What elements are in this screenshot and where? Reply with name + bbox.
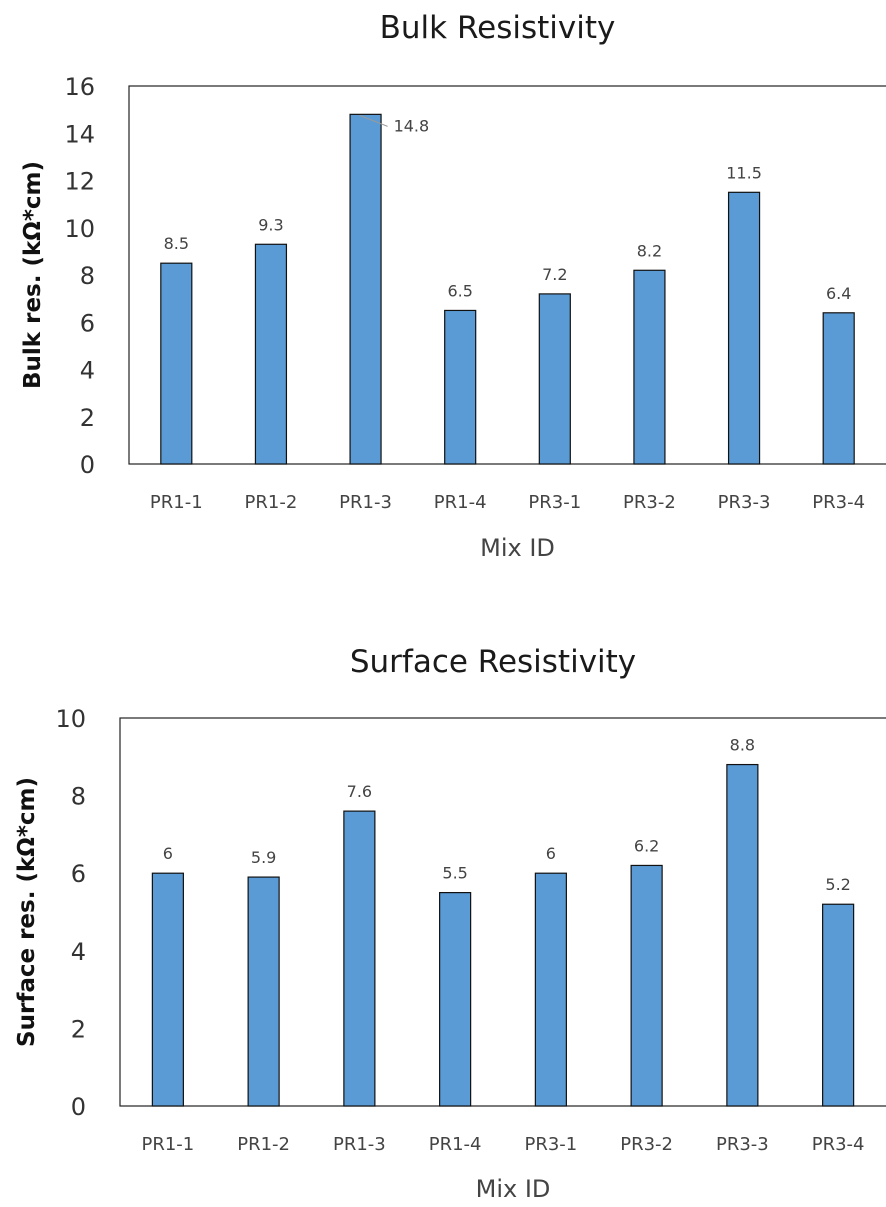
bar-pr3-2 (633, 269, 666, 465)
chart-surface-resistivity: Surface Resistivity 0 2 4 6 8 10 6 PR1-1 5.9 PR1-2… (14, 644, 886, 1203)
y-axis-label: Surface res. (kΩ*cm) (14, 777, 40, 1047)
x-tick-label: PR1-2 (245, 492, 298, 513)
x-tick-label: PR1-2 (237, 1134, 290, 1155)
y-tick-label: 8 (80, 262, 95, 290)
x-tick-label: PR1-1 (150, 492, 203, 513)
data-label: 14.8 (394, 116, 430, 135)
bar-pr3-3 (726, 763, 759, 1107)
data-label: 7.6 (347, 782, 372, 801)
bar-pr3-4 (822, 312, 855, 465)
y-tick-label: 12 (64, 168, 95, 196)
y-tick-label: 4 (80, 357, 95, 385)
plot-frame (128, 85, 886, 465)
data-label-leader (359, 114, 388, 127)
y-tick-label: 4 (71, 938, 86, 966)
x-tick-label: PR3-1 (524, 1134, 577, 1155)
data-label: 9.3 (258, 215, 283, 234)
data-label: 8.2 (637, 241, 662, 260)
x-axis-label: Mix ID (480, 534, 555, 562)
bar-pr3-4 (822, 903, 855, 1107)
x-tick-label: PR3-4 (812, 1134, 865, 1155)
data-label: 5.2 (825, 875, 850, 894)
x-tick-label: PR3-1 (528, 492, 581, 513)
data-label: 6.2 (634, 836, 659, 855)
data-label: 6 (546, 844, 556, 863)
x-tick-label: PR1-4 (434, 492, 487, 513)
x-tick-label: PR3-2 (620, 1134, 673, 1155)
y-tick-label: 10 (64, 215, 95, 243)
bar-pr1-3 (343, 810, 376, 1107)
data-label: 5.9 (251, 848, 276, 867)
bar-pr3-3 (727, 191, 761, 465)
data-label: 6 (163, 844, 173, 863)
x-tick-label: PR3-3 (716, 1134, 769, 1155)
y-tick-label: 0 (80, 451, 95, 479)
data-label: 6.5 (447, 281, 472, 300)
y-tick-label: 2 (71, 1015, 86, 1043)
bar-pr3-1 (534, 872, 567, 1107)
y-tick-label: 10 (55, 705, 86, 733)
bar-pr1-2 (247, 876, 280, 1107)
x-axis-label: Mix ID (476, 1175, 551, 1203)
y-tick-label: 6 (71, 860, 86, 888)
x-tick-label: PR1-3 (333, 1134, 386, 1155)
chart-title: Surface Resistivity (350, 644, 636, 680)
x-tick-label: PR1-1 (141, 1134, 194, 1155)
bar-pr1-4 (444, 309, 477, 465)
chart-title: Bulk Resistivity (380, 10, 616, 46)
x-tick-label: PR3-4 (812, 492, 865, 513)
data-label: 5.5 (442, 864, 467, 883)
bar-pr1-3 (349, 113, 382, 465)
x-tick-label: PR1-3 (339, 492, 392, 513)
x-tick-label: PR3-3 (718, 492, 771, 513)
x-tick-label: PR3-2 (623, 492, 676, 513)
bar-pr1-2 (254, 243, 288, 465)
y-axis-label: Bulk res. (kΩ*cm) (20, 161, 46, 389)
data-label: 11.5 (726, 163, 762, 182)
bar-pr3-2 (630, 864, 663, 1107)
y-tick-label: 2 (80, 404, 95, 432)
data-label: 6.4 (826, 284, 851, 303)
bar-pr1-1 (160, 262, 193, 465)
data-label: 7.2 (542, 265, 567, 284)
data-label: 8.5 (164, 234, 189, 253)
x-tick-label: PR1-4 (429, 1134, 482, 1155)
bar-pr1-4 (439, 891, 472, 1107)
y-tick-label: 0 (71, 1093, 86, 1121)
y-tick-label: 6 (80, 309, 95, 337)
y-tick-label: 8 (71, 783, 86, 811)
plot-frame (119, 717, 886, 1107)
chart-bulk-resistivity: Bulk Resistivity 0 2 4 6 8 10 12 14 16 8.5 PR1-1 9.3… (20, 10, 886, 562)
bar-pr1-1 (151, 872, 184, 1107)
y-tick-label: 14 (64, 120, 95, 148)
bar-pr3-1 (538, 293, 571, 465)
y-tick-label: 16 (64, 73, 95, 101)
data-label: 8.8 (730, 736, 755, 755)
